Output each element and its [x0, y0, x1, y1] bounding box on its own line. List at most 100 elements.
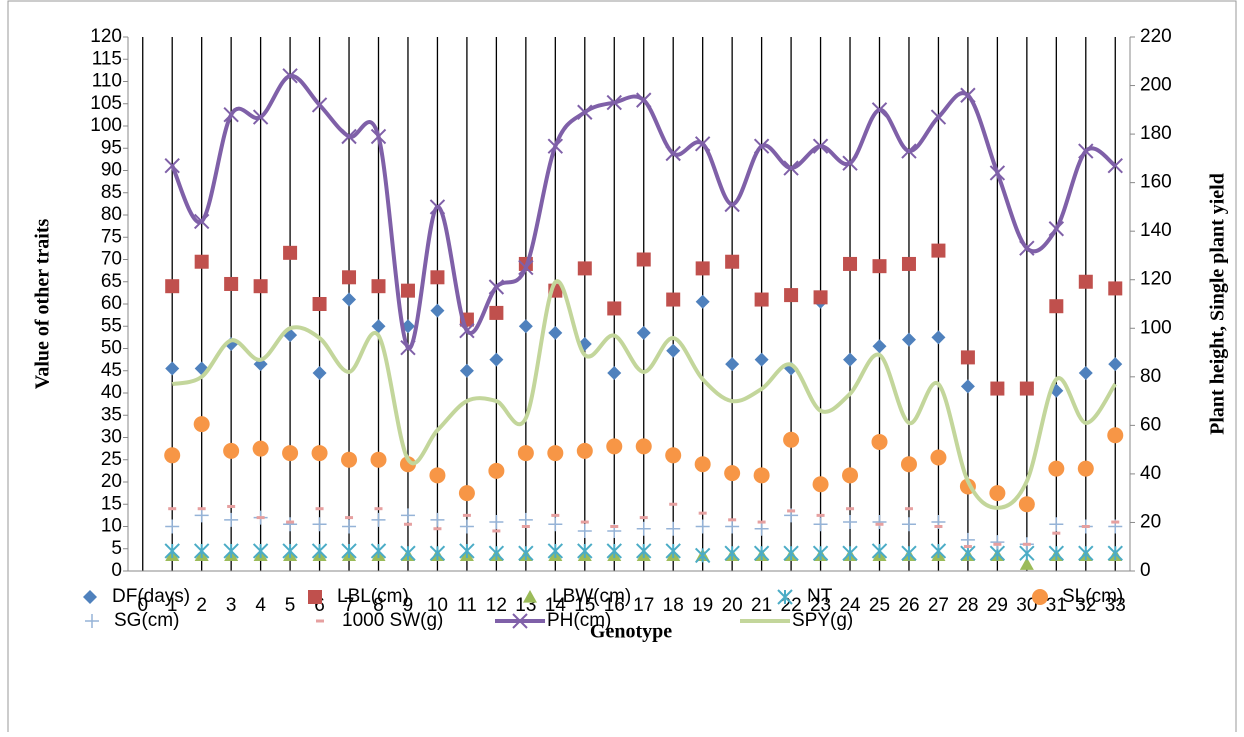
x-tick-label: 9 — [403, 595, 414, 616]
star-marker — [164, 543, 180, 559]
circle-marker — [252, 440, 269, 457]
y2-tick-label: 40 — [1140, 463, 1161, 484]
square-marker — [430, 270, 445, 285]
x-tick-label: 32 — [1075, 595, 1096, 616]
x-marker — [989, 165, 1006, 181]
legend-label: PH(cm) — [547, 610, 611, 631]
plus-marker — [85, 614, 99, 628]
y-tick-label: 70 — [101, 249, 122, 270]
x-tick-label: 1 — [167, 595, 178, 616]
circle-marker — [164, 447, 181, 464]
square-marker — [342, 270, 357, 285]
x-tick-label: 0 — [137, 595, 148, 616]
plus-marker — [754, 521, 769, 536]
x-tick-label: 16 — [604, 595, 625, 616]
square-marker — [990, 381, 1005, 396]
circle-marker — [370, 451, 387, 468]
legend-label: SPY(g) — [792, 610, 853, 631]
diamond-marker — [165, 361, 180, 376]
x-marker — [512, 613, 528, 629]
x-marker — [636, 92, 652, 108]
star-marker — [1048, 545, 1065, 561]
y-tick-label: 85 — [101, 182, 122, 203]
x-marker — [193, 213, 210, 230]
diamond-marker — [901, 332, 916, 347]
y-tick-label: 10 — [101, 516, 122, 537]
plus-marker — [666, 521, 681, 536]
diamond-marker — [960, 379, 975, 394]
circle-marker — [547, 445, 564, 462]
y-tick-label: 55 — [101, 315, 122, 336]
plus-marker — [342, 519, 357, 534]
y2-tick-label: 140 — [1140, 220, 1172, 241]
triangle-marker — [523, 590, 537, 603]
y-tick-label: 65 — [101, 271, 122, 292]
x-marker — [1078, 143, 1094, 159]
plus-marker — [430, 512, 445, 527]
diamond-marker — [548, 325, 563, 340]
y-axis-title: Value of other traits — [32, 219, 54, 390]
plus-marker — [636, 521, 651, 536]
circle-marker — [989, 485, 1006, 502]
plus-marker — [194, 508, 209, 523]
diamond-marker — [312, 365, 327, 380]
circle-marker — [1032, 589, 1048, 605]
circle-marker — [606, 438, 623, 455]
circle-marker — [930, 449, 947, 466]
square-marker — [725, 254, 740, 269]
y2-tick-label: 60 — [1140, 414, 1161, 435]
x-tick-label: 33 — [1105, 595, 1126, 616]
y-tick-label: 115 — [92, 48, 122, 69]
legend-label: 1000 SW(g) — [342, 610, 443, 631]
y-tick-label: 5 — [111, 538, 122, 559]
y-tick-label: 75 — [101, 226, 122, 247]
y2-tick-label: 220 — [1140, 26, 1172, 47]
diamond-marker — [872, 339, 887, 354]
square-marker — [194, 254, 209, 269]
square-marker — [224, 276, 239, 291]
x-marker — [223, 106, 239, 123]
plus-marker — [695, 519, 710, 534]
x-marker — [812, 138, 829, 154]
square-marker — [901, 256, 916, 271]
plus-marker — [813, 517, 828, 532]
y2-tick-label: 160 — [1140, 172, 1172, 193]
x-marker — [871, 102, 888, 118]
y-tick-label: 100 — [90, 115, 122, 136]
circle-marker — [429, 467, 446, 484]
square-marker — [1049, 299, 1064, 314]
x-marker — [724, 196, 740, 213]
y2-tick-label: 80 — [1140, 366, 1161, 387]
star-marker — [518, 545, 534, 561]
square-marker — [695, 261, 710, 276]
x-marker — [783, 160, 799, 176]
x-marker — [252, 109, 269, 125]
x-tick-label: 3 — [226, 595, 237, 616]
plus-marker — [901, 517, 916, 532]
x-marker — [753, 138, 770, 154]
y2-tick-label: 200 — [1140, 75, 1172, 96]
star-marker — [783, 545, 799, 561]
circle-marker — [812, 476, 829, 493]
square-marker — [253, 279, 268, 294]
circle-marker — [399, 456, 416, 473]
star-marker — [282, 543, 298, 559]
plus-marker — [165, 519, 180, 534]
circle-marker — [458, 485, 475, 502]
star-marker — [606, 543, 622, 559]
square-marker — [1078, 274, 1093, 289]
square-marker — [308, 590, 322, 604]
circle-marker — [783, 431, 800, 448]
square-marker — [577, 261, 592, 276]
plus-marker — [400, 508, 415, 523]
diamond-marker — [695, 294, 710, 309]
y-tick-label: 95 — [101, 137, 122, 158]
y-tick-label: 80 — [101, 204, 122, 225]
circle-marker — [1018, 496, 1035, 513]
y2-tick-label: 20 — [1140, 511, 1161, 532]
y-tick-label: 60 — [101, 293, 122, 314]
plus-marker — [283, 517, 298, 532]
circle-marker — [753, 467, 770, 484]
square-marker — [607, 301, 622, 316]
x-marker — [311, 97, 328, 113]
